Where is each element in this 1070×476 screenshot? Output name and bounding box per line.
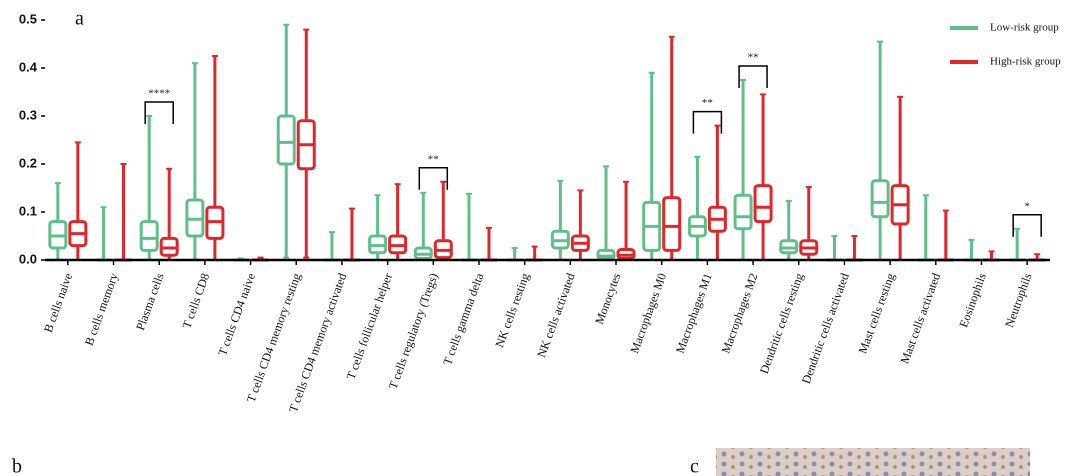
x-tick-label: Macrophages M0 bbox=[627, 271, 669, 355]
panel-label: a bbox=[75, 8, 84, 30]
x-tick-label: Plasma cells bbox=[133, 271, 167, 332]
x-tick-label: Macrophages M2 bbox=[718, 271, 760, 355]
box bbox=[662, 196, 682, 252]
significance-label: ** bbox=[702, 97, 713, 109]
y-tick-label: 0.3 bbox=[19, 107, 37, 122]
significance-label: ** bbox=[748, 52, 759, 64]
x-tick-label: T cells CD4 naive bbox=[215, 271, 258, 357]
box bbox=[870, 179, 890, 219]
box bbox=[276, 114, 296, 166]
x-tick-label: Dendritic cells resting bbox=[757, 271, 806, 375]
significance-bracket bbox=[692, 110, 723, 134]
panel-label: c bbox=[690, 456, 699, 476]
x-tick-label: NK cells resting bbox=[492, 271, 532, 349]
significance-label: ** bbox=[428, 153, 439, 165]
x-tick-label: T cells regulatory (Tregs) bbox=[386, 271, 441, 391]
y-tick-label: 0.4 bbox=[19, 59, 38, 74]
box bbox=[733, 193, 753, 231]
x-tick-label: Neutrophils bbox=[1002, 271, 1035, 329]
x-tick-label: Macrophages M1 bbox=[673, 271, 715, 355]
significance-bracket bbox=[738, 65, 768, 88]
legend-label: High-risk group bbox=[990, 56, 1061, 68]
micrograph bbox=[716, 448, 1030, 476]
x-tick-label: T cells CD8 bbox=[179, 271, 212, 330]
legend-label: Low-risk group bbox=[990, 22, 1059, 34]
x-tick-label: Eosinophils bbox=[956, 271, 989, 329]
significance-bracket bbox=[418, 167, 449, 190]
x-tick-label: T cells gamma delta bbox=[440, 271, 486, 367]
significance-label: * bbox=[1024, 200, 1030, 212]
y-tick-label: 0.1 bbox=[19, 203, 37, 218]
x-tick-label: B cells naive bbox=[41, 271, 75, 334]
x-tick-label: Mast cells resting bbox=[855, 271, 897, 355]
x-tick-label: Mast cells activated bbox=[897, 271, 943, 365]
box bbox=[753, 184, 773, 224]
box bbox=[139, 220, 159, 252]
panel-label: b bbox=[12, 456, 22, 476]
significance-label: **** bbox=[148, 88, 170, 100]
x-tick-label: NK cells activated bbox=[534, 271, 577, 359]
x-tick-label: Monocytes bbox=[592, 271, 624, 326]
x-tick-label: Dendritic cells activated bbox=[799, 271, 852, 385]
x-tick-label: T cells follicular helper bbox=[344, 271, 395, 381]
y-tick-label: 0.0 bbox=[19, 251, 37, 266]
y-tick-label: 0.2 bbox=[19, 155, 37, 170]
x-tick-label: B cells memory bbox=[82, 271, 121, 347]
y-tick-label: 0.5 bbox=[19, 11, 37, 26]
significance-bracket bbox=[144, 101, 174, 124]
significance-bracket bbox=[1012, 214, 1042, 237]
